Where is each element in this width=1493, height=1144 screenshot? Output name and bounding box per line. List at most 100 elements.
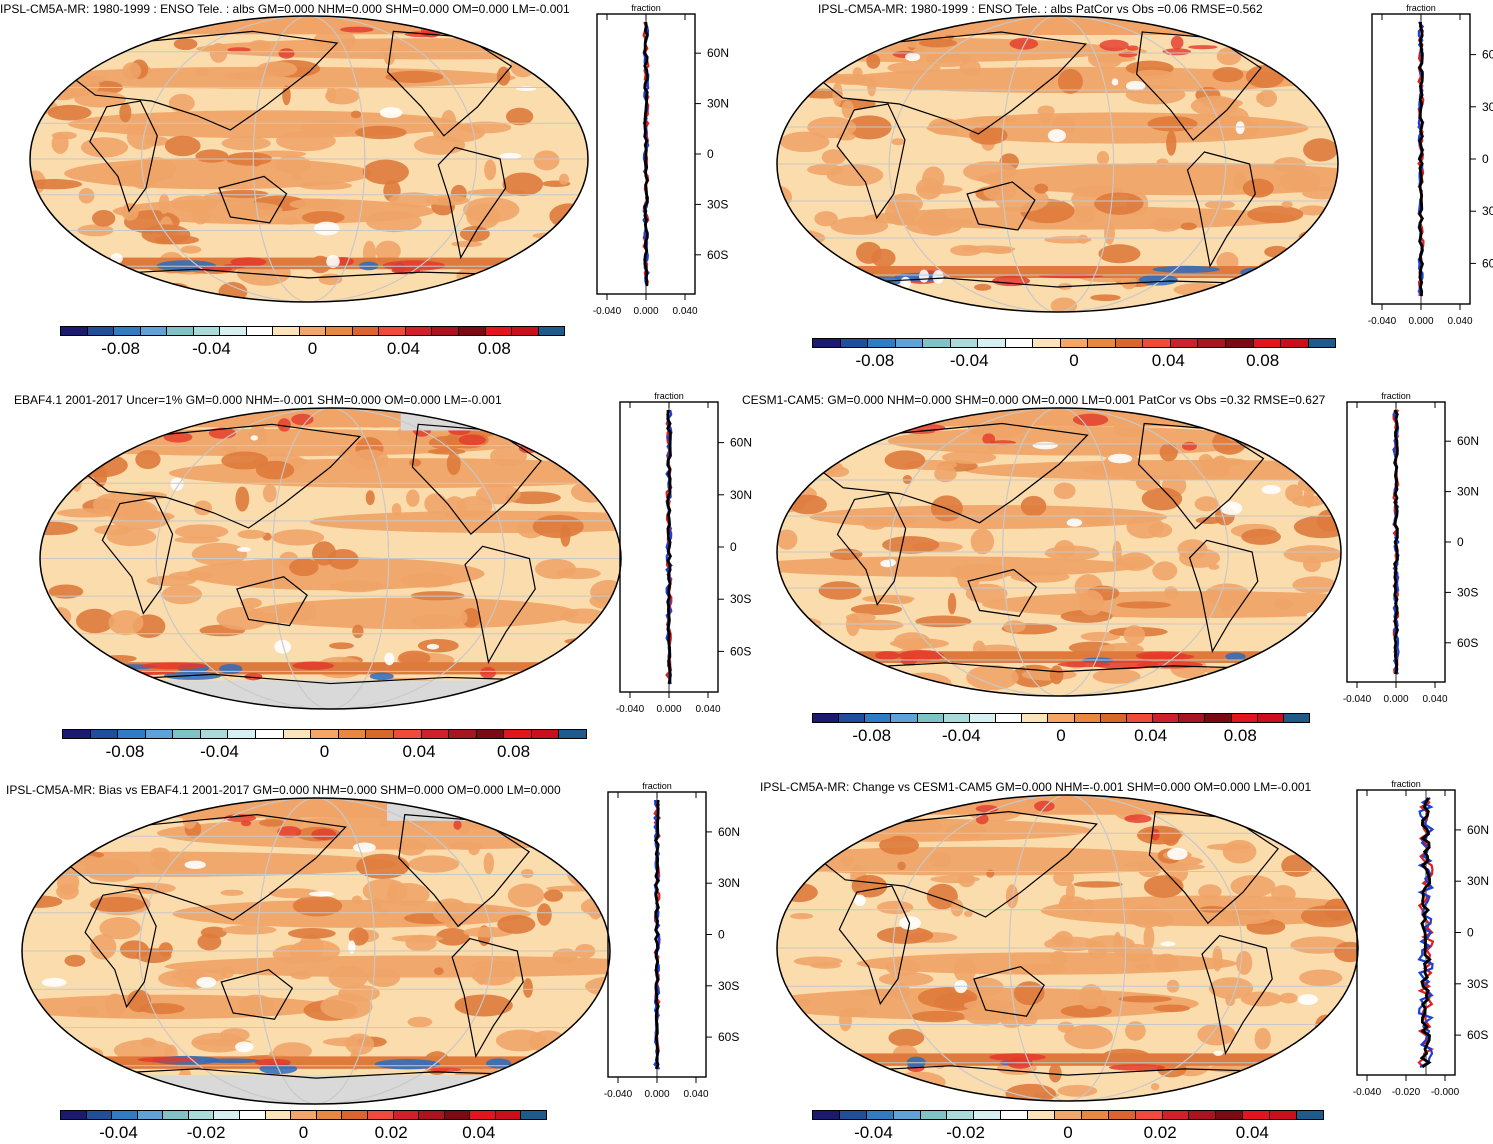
zonal-x-tick-label: 0.000 [644, 1089, 669, 1100]
zonal-x-tick-label: 0.040 [695, 704, 720, 715]
colorbar-swatches [812, 713, 1310, 723]
colorbar-tick-label: -0.04 [854, 1123, 893, 1143]
zonal-series-line [656, 800, 659, 1069]
zonal-lat-label: 60N [1482, 48, 1493, 62]
colorbar: -0.08 -0.04 0 0.04 0.08 [62, 729, 587, 761]
colorbar-swatch [422, 730, 450, 738]
zonal-x-tick-label: -0.040 [604, 1089, 633, 1100]
colorbar-swatch [1205, 714, 1231, 722]
zonal-x-tick-label: 0.000 [1383, 694, 1408, 705]
colorbar-swatch [865, 714, 891, 722]
colorbar-swatch [353, 327, 380, 335]
colorbar-tick-label: -0.04 [942, 726, 981, 746]
colorbar-swatches [60, 326, 565, 336]
zonal-mean-plot: fraction -0.040 0.000 0.040 60N 30N 0 30S 60S [608, 390, 738, 740]
zonal-axis-title: fraction [1381, 391, 1411, 401]
zonal-x-tick-label: 0.040 [683, 1089, 708, 1100]
colorbar-tick-label: -0.08 [106, 742, 145, 762]
zonal-lat-label: 30N [730, 488, 752, 502]
colorbar-swatch [1028, 1111, 1055, 1119]
colorbar-swatch [201, 730, 229, 738]
ipsl-change-map [775, 793, 1360, 1103]
zonal-lat-label: 60N [1457, 434, 1479, 448]
panel-title: IPSL-CM5A-MR: Bias vs EBAF4.1 2001-2017 … [6, 783, 561, 797]
colorbar-swatch [284, 730, 312, 738]
colorbar-swatch [1006, 339, 1034, 347]
colorbar-swatch [273, 327, 300, 335]
zonal-x-tick-label: 0.000 [656, 704, 681, 715]
colorbar-swatches [812, 338, 1336, 348]
colorbar-swatch [1136, 1111, 1163, 1119]
colorbar-swatch [1258, 714, 1284, 722]
colorbar-tick-label: 0.02 [375, 1123, 408, 1143]
colorbar-swatch [88, 327, 115, 335]
colorbar-swatch [432, 327, 459, 335]
colorbar-tick-label: 0 [320, 742, 329, 762]
zonal-lat-label: 60N [730, 436, 752, 450]
colorbar-swatch [368, 1111, 394, 1119]
colorbar-swatch [813, 714, 839, 722]
colorbar-swatch [256, 730, 284, 738]
colorbar-swatch [496, 1111, 522, 1119]
colorbar-tick-label: -0.02 [187, 1123, 226, 1143]
zonal-axis-title: fraction [642, 781, 672, 791]
colorbar-swatch [167, 327, 194, 335]
colorbar: -0.08 -0.04 0 0.04 0.08 [812, 713, 1310, 745]
colorbar-swatch [532, 730, 560, 738]
colorbar-swatch [1270, 1111, 1297, 1119]
ipsl-bias-map [20, 796, 612, 1106]
colorbar-swatch [366, 730, 394, 738]
zonal-lat-label: 30N [1482, 100, 1493, 114]
colorbar-swatch [486, 327, 513, 335]
colorbar-tick-label: 0.08 [478, 339, 511, 359]
zonal-x-tick-label: -0.040 [616, 704, 645, 715]
colorbar-swatch [1297, 1111, 1323, 1119]
zonal-x-tick-label: -0.040 [1343, 694, 1372, 705]
zonal-x-tick-label: -0.040 [1368, 316, 1397, 327]
colorbar-swatch [1033, 339, 1061, 347]
zonal-axis-title: fraction [1391, 779, 1421, 789]
colorbar-swatch [326, 327, 353, 335]
colorbar-swatch [1243, 1111, 1270, 1119]
colorbar-swatch [839, 714, 865, 722]
colorbar-swatch [1254, 339, 1282, 347]
colorbar-swatch [1284, 714, 1309, 722]
zonal-lat-label: 30N [1467, 874, 1489, 888]
colorbar: -0.08 -0.04 0 0.04 0.08 [60, 326, 565, 358]
colorbar-tick-label: 0.08 [1224, 726, 1257, 746]
colorbar-swatch [1189, 1111, 1216, 1119]
zonal-lat-label: 60N [1467, 823, 1489, 837]
zonal-lat-label: 0 [730, 540, 737, 554]
zonal-axis-title: fraction [1406, 3, 1436, 13]
colorbar-swatch [114, 327, 141, 335]
colorbar-swatch [840, 1111, 867, 1119]
zonal-lat-label: 60S [1467, 1028, 1488, 1042]
colorbar-swatch [978, 339, 1006, 347]
colorbar: -0.04 -0.02 0 0.02 0.04 [812, 1110, 1324, 1142]
zonal-lat-label: 60S [730, 644, 751, 658]
colorbar-swatch [300, 327, 327, 335]
colorbar-swatch [91, 730, 119, 738]
panel-title: IPSL-CM5A-MR: Change vs CESM1-CAM5 GM=0.… [760, 780, 1311, 794]
colorbar-swatch [87, 1111, 113, 1119]
colorbar-swatch [1109, 1111, 1136, 1119]
colorbar-tick-label: 0.02 [1144, 1123, 1177, 1143]
colorbar-swatch [1179, 714, 1205, 722]
zonal-lat-label: 0 [1457, 535, 1464, 549]
zonal-mean-plot: fraction -0.040 0.000 0.040 60N 30N 0 30S 60S [596, 780, 736, 1125]
colorbar-tick-label: -0.04 [200, 742, 239, 762]
colorbar-swatch [138, 1111, 164, 1119]
colorbar-swatch [419, 1111, 445, 1119]
colorbar-swatch [477, 730, 505, 738]
colorbar-swatch [1022, 714, 1048, 722]
zonal-lat-label: 0 [1467, 926, 1474, 940]
colorbar-tick-label: 0 [1056, 726, 1065, 746]
colorbar-tick-label: 0.04 [1134, 726, 1167, 746]
colorbar-swatch [214, 1111, 240, 1119]
colorbar-swatch [459, 327, 486, 335]
panel-title: CESM1-CAM5: GM=0.000 NHM=0.000 SHM=0.000… [742, 393, 1325, 407]
colorbar-swatch [394, 1111, 420, 1119]
colorbar-swatch [141, 327, 168, 335]
colorbar-tick-label: -0.08 [852, 726, 891, 746]
zonal-x-tick-label: 0.040 [1422, 694, 1447, 705]
